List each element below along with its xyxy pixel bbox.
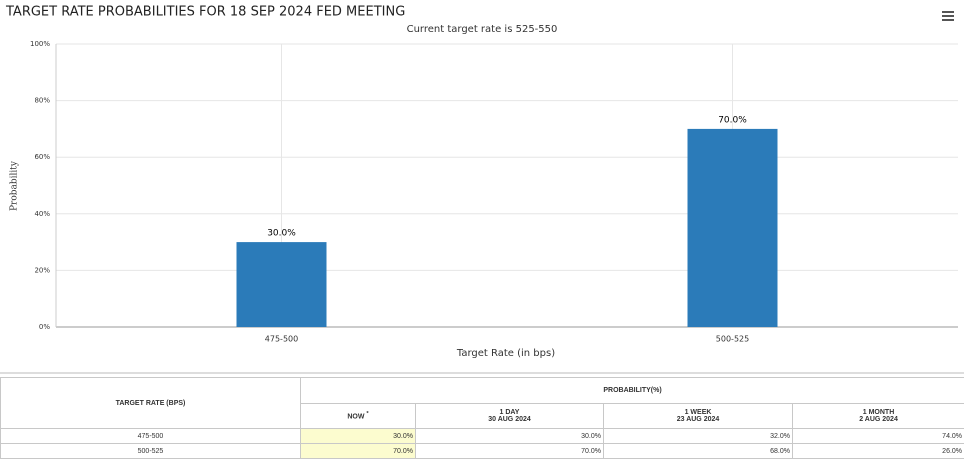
probability-cell: 70.0% [415, 443, 604, 459]
menu-button[interactable] [940, 8, 956, 24]
bar [687, 128, 778, 327]
y-tick-label: 0% [39, 323, 50, 331]
column-date: 23 AUG 2024 [676, 416, 720, 423]
probability-cell: 30.0% [300, 428, 416, 444]
data-label: 70.0% [718, 115, 747, 125]
column-mark: * [366, 411, 369, 418]
chart-subtitle: Current target rate is 525-550 [407, 24, 558, 35]
chart: TARGET RATE PROBABILITIES FOR 18 SEP 202… [0, 0, 964, 374]
column-header: 1 WEEK 23 AUG 2024 [603, 403, 793, 429]
column-label: 1 DAY [499, 409, 520, 416]
rate-cell: 500-525 [0, 443, 301, 459]
y-tick-label: 80% [34, 97, 50, 105]
data-label: 30.0% [267, 229, 296, 239]
column-header: 1 DAY 30 AUG 2024 [415, 403, 604, 429]
table-row: 475-500 30.0% 30.0% 32.0% 74.0% [0, 428, 964, 444]
column-date: 30 AUG 2024 [488, 416, 531, 423]
x-tick-label: 475-500 [265, 335, 298, 344]
y-tick-label: 100% [30, 40, 50, 48]
probability-cell: 32.0% [603, 428, 793, 444]
table-row: 500-525 70.0% 70.0% 68.0% 26.0% [0, 443, 964, 459]
y-tick-label: 60% [34, 153, 50, 161]
x-tick-label: 500-525 [716, 335, 749, 344]
probability-cell: 26.0% [791, 443, 964, 459]
column-label: 1 WEEK [684, 409, 712, 416]
column-label: 1 MONTH [862, 409, 895, 416]
column-header: NOW * [300, 403, 416, 429]
y-tick-label: 40% [34, 210, 50, 218]
x-axis-label: Target Rate (in bps) [456, 348, 555, 359]
probability-cell: 30.0% [415, 428, 604, 444]
bar [236, 242, 327, 327]
probability-cell: 74.0% [791, 428, 964, 444]
chart-background [0, 0, 964, 373]
column-date: 2 AUG 2024 [859, 416, 898, 423]
group-header: PROBABILITY(%) [299, 377, 964, 404]
probability-cell: 70.0% [300, 443, 416, 459]
row-header: TARGET RATE (BPS) [0, 377, 301, 429]
probability-cell: 68.0% [603, 443, 793, 459]
column-label: NOW [347, 413, 365, 421]
rate-cell: 475-500 [0, 428, 301, 444]
y-tick-label: 20% [34, 266, 50, 274]
chart-title: TARGET RATE PROBABILITIES FOR 18 SEP 202… [5, 5, 405, 20]
probability-table: TARGET RATE (BPS) PROBABILITY(%) NOW * 1… [0, 377, 964, 459]
column-header: 1 MONTH 2 AUG 2024 [791, 403, 964, 429]
y-axis-label: Probability [10, 160, 20, 211]
